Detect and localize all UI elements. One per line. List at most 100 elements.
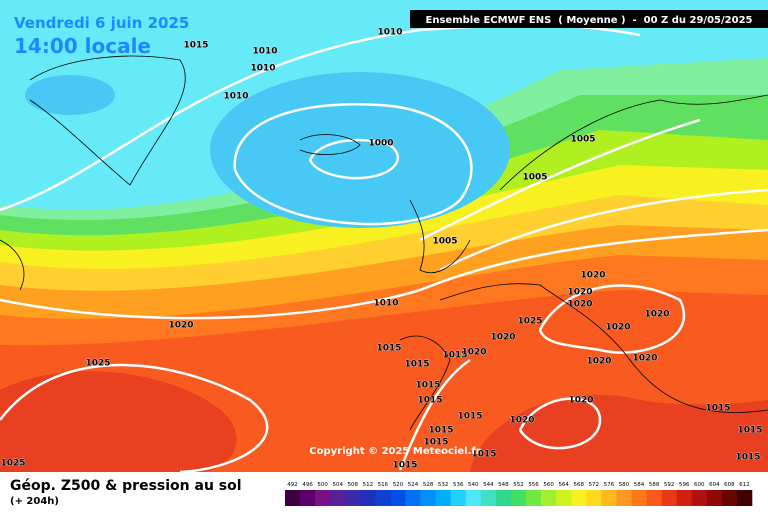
colorbar-tick-label: 520 <box>393 482 404 488</box>
local-time: 14:00 locale <box>14 34 151 58</box>
isobar-label: 1020 <box>509 416 534 426</box>
colorbar-cell <box>736 490 753 506</box>
colorbar-cell <box>420 490 436 506</box>
isobar-label: 1015 <box>183 41 208 51</box>
colorbar-cell <box>526 490 542 506</box>
colorbar-tick-label: 580 <box>619 482 630 488</box>
colorbar-tick-label: 528 <box>423 482 434 488</box>
colorbar-tick-label: 600 <box>694 482 705 488</box>
colorbar-cell <box>465 490 482 506</box>
colorbar-tick-label: 568 <box>574 482 585 488</box>
colorbar-cell <box>556 490 572 506</box>
isobar-label: 1015 <box>404 360 429 370</box>
coastlines <box>0 55 768 431</box>
isobar-label: 1025 <box>85 359 110 369</box>
isobar-label: 1020 <box>644 310 669 320</box>
colorbar-tick-label: 548 <box>498 482 509 488</box>
isobar-label: 1015 <box>423 438 448 448</box>
isobar-label: 1010 <box>250 64 275 74</box>
footer-title: Géop. Z500 & pression au sol <box>10 478 242 494</box>
colorbar-cell <box>661 490 677 506</box>
isobar-label: 1010 <box>252 47 277 57</box>
copyright: Copyright © 2025 Meteociel.fr <box>309 446 480 457</box>
isobar-label: 1005 <box>570 135 595 145</box>
colorbar-cell <box>480 490 497 506</box>
colorbar-tick-label: 504 <box>332 482 343 488</box>
colorbar-cell <box>571 490 587 506</box>
isobar-label: 1000 <box>368 139 393 149</box>
colorbar-cell <box>495 490 512 506</box>
colorbar-cell <box>631 490 647 506</box>
model-banner <box>410 10 768 28</box>
colorbar-tick-label: 592 <box>664 482 675 488</box>
isobar-label: 1015 <box>471 450 496 460</box>
date: Vendredi 6 juin 2025 <box>14 14 189 32</box>
colorbar-cell <box>450 490 467 506</box>
colorbar-cell <box>405 490 421 506</box>
isobar-labels: 1015 1010 1010 1010 1010 1000 1005 1005 1005 1010… <box>0 27 763 471</box>
colorbar: 492 496 500 504 508 512 516 520 524 528 532 536 540 5… <box>285 482 753 506</box>
colorbar-tick-label: 500 <box>317 482 328 488</box>
colorbar-tick-label: 608 <box>724 482 735 488</box>
isobar-label: 1015 <box>392 461 417 471</box>
isobar-label: 1020 <box>586 357 611 367</box>
isobar-label: 1020 <box>461 348 486 358</box>
colorbar-cell <box>375 490 391 506</box>
colorbar-cell <box>721 490 738 506</box>
colorbar-tick-label: 512 <box>363 482 374 488</box>
isobar-label: 1015 <box>737 426 762 436</box>
colorbar-cell <box>691 490 708 506</box>
colorbar-tick-label: 584 <box>634 482 645 488</box>
colorbar-cell <box>315 490 331 506</box>
colorbar-cell <box>541 490 557 506</box>
isobar-label: 1020 <box>168 321 193 331</box>
isobar-label: 1015 <box>417 396 442 406</box>
isobar-label: 1025 <box>517 317 542 327</box>
colorbar-tick-label: 496 <box>302 482 313 488</box>
colorbar-tick-label: 508 <box>348 482 359 488</box>
isobar-label: 1015 <box>376 344 401 354</box>
isobar-label: 1015 <box>428 426 453 436</box>
colorbar-tick-label: 596 <box>679 482 690 488</box>
colorbar-tick-label: 532 <box>438 482 449 488</box>
colorbar-tick-label: 576 <box>604 482 615 488</box>
colorbar-cell <box>706 490 723 506</box>
map-background <box>0 0 768 472</box>
colorbar-cell <box>601 490 617 506</box>
colorbar-cell <box>285 490 301 506</box>
isobar-label: 1015 <box>457 412 482 422</box>
colorbar-tick-label: 540 <box>468 482 479 488</box>
model-info: Ensemble ECMWF ENS ( Moyenne ) - 00 Z du… <box>426 15 753 26</box>
colorbar-cell <box>676 490 693 506</box>
colorbar-cell <box>330 490 346 506</box>
colorbar-tick-label: 556 <box>528 482 539 488</box>
colorbar-cell <box>345 490 361 506</box>
isobar-label: 1005 <box>432 237 457 247</box>
colorbar-cell <box>616 490 632 506</box>
colorbar-tick-label: 612 <box>739 482 750 488</box>
colorbar-cell <box>646 490 662 506</box>
isobar-label: 1020 <box>567 300 592 310</box>
colorbar-tick-label: 604 <box>709 482 720 488</box>
isobar-label: 1005 <box>522 173 547 183</box>
colorbar-tick-label: 536 <box>453 482 464 488</box>
colorbar-tick-label: 572 <box>589 482 600 488</box>
isobar-label: 1020 <box>632 354 657 364</box>
isobars <box>0 23 768 474</box>
isobar-label: 1015 <box>415 381 440 391</box>
colorbar-tick-label: 588 <box>649 482 660 488</box>
isobar-label: 1020 <box>568 396 593 406</box>
colorbar-cell <box>510 490 527 506</box>
colorbar-tick-label: 560 <box>543 482 554 488</box>
isobar-label: 1020 <box>580 271 605 281</box>
colorbar-tick-label: 492 <box>287 482 298 488</box>
isobar-label: 1015 <box>705 404 730 414</box>
isobar-label: 1010 <box>223 92 248 102</box>
colorbar-tick-label: 524 <box>408 482 419 488</box>
forecast-lead: (+ 204h) <box>10 496 59 507</box>
isobar-label: 1020 <box>567 288 592 298</box>
isobar-label: 1010 <box>377 28 402 38</box>
colorbar-cell <box>360 490 376 506</box>
isobar-label: 1025 <box>0 459 25 469</box>
